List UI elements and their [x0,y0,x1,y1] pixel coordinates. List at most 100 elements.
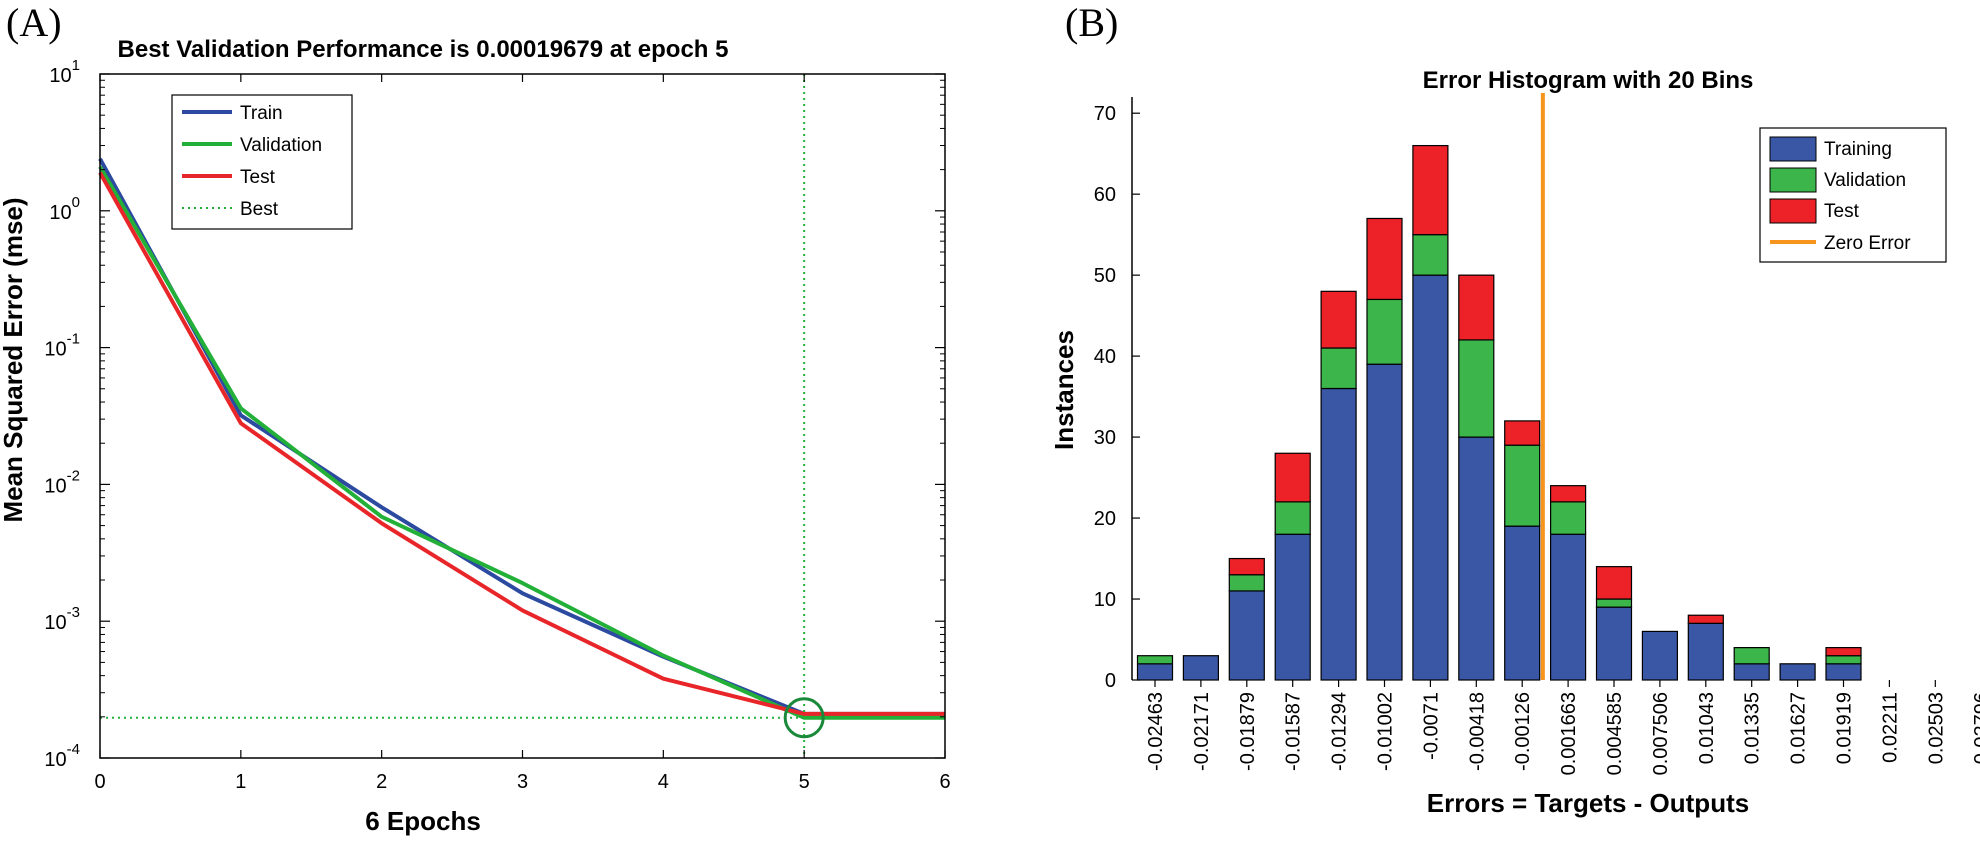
bar-training [1320,387,1357,681]
legend-swatch-training [1769,136,1817,162]
y-tick-label: 10-3 [44,604,80,634]
performance-legend-box [171,94,353,230]
x-tick-label: -0.00418 [1466,692,1488,771]
panel-b-label: (B) [1065,0,1118,45]
y-tick-label: 30 [1094,427,1116,449]
x-tick-label: 0.01919 [1834,692,1856,764]
bar-training [1366,363,1403,681]
histogram-chart-title: Error Histogram with 20 Bins [1423,67,1754,94]
x-tick-label: 0.02796 [1971,692,1980,764]
y-tick-exponent: -3 [67,604,80,621]
bar-test [1320,290,1357,349]
y-tick-base: 10 [49,202,71,224]
x-tick-label: 6 [939,771,950,793]
bar-training [1182,655,1220,681]
y-tick-label: 70 [1094,103,1116,125]
bar-training [1595,606,1633,681]
bar-test [1504,420,1541,446]
bar-validation [1366,298,1403,365]
x-tick-label: 0.01627 [1788,692,1810,764]
bar-validation [1595,598,1633,608]
bar-training [1412,274,1449,681]
x-tick-label: 0.02211 [1879,692,1901,763]
performance-legend: Train Validation Test Best [171,94,353,230]
bar-validation [1458,339,1495,438]
y-tick-exponent: -4 [67,741,80,758]
y-tick-label: 100 [49,194,80,224]
x-tick-label: -0.02463 [1145,692,1167,771]
bar-test [1366,217,1403,301]
y-tick-base: 10 [49,65,71,87]
legend-label-zero-error: Zero Error [1824,233,1911,254]
bar-validation [1549,501,1587,535]
legend-label-train: Train [240,103,283,124]
performance-x-axis-label: 6 Epochs [365,806,481,836]
y-tick-exponent: -2 [67,467,80,484]
y-tick-label: 0 [1105,670,1116,692]
y-tick-label: 60 [1094,184,1116,206]
y-tick-base: 10 [44,749,66,771]
bar-training [1687,622,1724,681]
panel-a-label: (A) [6,0,62,45]
histogram-y-axis-label: Instances [1049,330,1079,450]
performance-y-axis-label: Mean Squared Error (mse) [0,197,28,522]
legend-label-test: Test [240,167,276,188]
best-point-marker [783,697,825,739]
y-tick-exponent: 1 [72,57,80,74]
legend-swatch-test [1769,198,1817,224]
x-tick-label: -0.01294 [1329,692,1351,771]
bar-training [1549,533,1587,681]
x-tick-label: 1 [235,771,246,793]
bar-validation [1504,444,1541,527]
bar-test [1274,452,1311,503]
x-tick-label: 0.007506 [1650,692,1672,775]
error-histogram-chart: Error Histogram with 20 Bins Errors = Ta… [1049,67,1980,818]
performance-chart: Best Validation Performance is 0.0001967… [0,36,951,836]
x-tick-label: -0.01587 [1283,692,1305,771]
bar-training [1733,663,1770,681]
y-tick-exponent: -1 [67,331,80,348]
bar-validation [1320,347,1357,390]
bar-training [1641,630,1679,681]
bar-training [1825,663,1862,681]
bar-validation [1228,574,1265,592]
y-tick-label: 50 [1094,265,1116,287]
y-tick-label: 20 [1094,508,1116,530]
bar-training [1504,525,1541,681]
y-tick-label: 40 [1094,346,1116,368]
histogram-legend: Training Validation Test Zero Error [1759,127,1947,263]
y-tick-label: 10 [1094,589,1116,611]
legend-label-training: Training [1824,139,1892,160]
bar-validation [1136,655,1174,665]
bar-training [1274,533,1311,681]
y-tick-exponent: 0 [72,194,80,211]
bar-test [1549,485,1587,503]
y-tick-base: 10 [44,612,66,634]
legend-label-validation: Validation [1824,170,1906,191]
legend-label-validation: Validation [240,135,322,156]
bar-test [1412,144,1449,236]
bar-training [1458,436,1495,681]
bar-validation [1733,647,1770,665]
bar-test [1458,274,1495,341]
x-tick-label: 2 [376,771,387,793]
bar-validation [1274,501,1311,535]
bar-test [1687,614,1724,624]
performance-chart-title: Best Validation Performance is 0.0001967… [118,36,729,63]
x-tick-label: -0.01002 [1375,692,1397,771]
legend-label-best: Best [240,199,279,220]
bar-training [1136,663,1174,681]
bar-training [1228,590,1265,681]
legend-label-test: Test [1824,201,1860,222]
bar-training [1779,663,1816,681]
series-line-validation [98,165,945,720]
x-tick-label: 0.004585 [1604,692,1626,775]
y-tick-label: 10-4 [44,741,80,771]
series-line-train [98,157,945,716]
bar-test [1595,566,1633,600]
x-tick-label: 5 [799,771,810,793]
x-tick-label: 0.01043 [1696,692,1718,764]
bar-validation [1412,234,1449,276]
bar-validation [1825,655,1862,665]
